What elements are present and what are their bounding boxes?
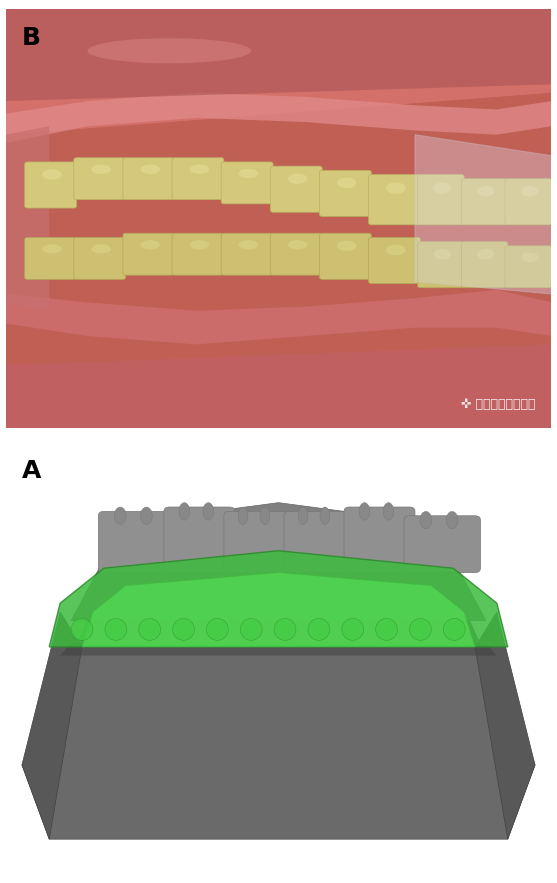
Ellipse shape: [308, 618, 330, 640]
Polygon shape: [82, 572, 475, 647]
Ellipse shape: [477, 186, 495, 197]
FancyBboxPatch shape: [74, 158, 126, 200]
Polygon shape: [6, 352, 551, 428]
FancyBboxPatch shape: [461, 242, 508, 288]
Polygon shape: [6, 290, 551, 344]
Ellipse shape: [238, 507, 248, 525]
Ellipse shape: [521, 186, 538, 197]
Polygon shape: [415, 134, 551, 294]
Ellipse shape: [409, 618, 431, 640]
Ellipse shape: [140, 507, 152, 525]
Ellipse shape: [71, 618, 93, 640]
Ellipse shape: [433, 183, 451, 194]
Ellipse shape: [375, 618, 398, 640]
FancyBboxPatch shape: [404, 516, 481, 572]
Ellipse shape: [42, 245, 62, 253]
FancyBboxPatch shape: [224, 511, 290, 572]
Ellipse shape: [105, 618, 127, 640]
FancyBboxPatch shape: [270, 166, 322, 212]
Polygon shape: [475, 612, 535, 839]
Polygon shape: [22, 621, 535, 839]
Ellipse shape: [521, 253, 538, 262]
Ellipse shape: [87, 38, 251, 64]
Ellipse shape: [140, 240, 160, 250]
Ellipse shape: [179, 502, 190, 520]
Polygon shape: [6, 344, 551, 428]
Polygon shape: [6, 9, 551, 101]
FancyBboxPatch shape: [123, 158, 175, 200]
Ellipse shape: [443, 618, 465, 640]
Ellipse shape: [298, 507, 308, 525]
Ellipse shape: [446, 511, 458, 529]
Ellipse shape: [420, 511, 432, 529]
Ellipse shape: [203, 502, 214, 520]
Ellipse shape: [383, 502, 394, 520]
FancyBboxPatch shape: [344, 507, 415, 572]
Ellipse shape: [386, 183, 405, 194]
Ellipse shape: [189, 164, 209, 174]
Text: A: A: [22, 459, 41, 483]
FancyBboxPatch shape: [284, 511, 349, 572]
Ellipse shape: [320, 507, 330, 525]
Ellipse shape: [238, 240, 258, 250]
Polygon shape: [60, 643, 497, 655]
Ellipse shape: [260, 507, 270, 525]
FancyBboxPatch shape: [369, 238, 421, 283]
FancyBboxPatch shape: [221, 233, 273, 275]
Ellipse shape: [207, 618, 228, 640]
Ellipse shape: [42, 170, 62, 180]
FancyBboxPatch shape: [172, 158, 224, 200]
Ellipse shape: [342, 618, 364, 640]
Ellipse shape: [359, 502, 370, 520]
Polygon shape: [49, 551, 508, 647]
FancyBboxPatch shape: [319, 233, 372, 279]
FancyBboxPatch shape: [461, 178, 508, 225]
FancyBboxPatch shape: [172, 233, 224, 275]
FancyBboxPatch shape: [164, 507, 235, 572]
Ellipse shape: [91, 245, 111, 253]
Ellipse shape: [114, 507, 126, 525]
Ellipse shape: [288, 173, 307, 184]
Ellipse shape: [173, 618, 194, 640]
FancyBboxPatch shape: [123, 233, 175, 275]
FancyBboxPatch shape: [74, 238, 126, 279]
Ellipse shape: [140, 164, 160, 174]
FancyBboxPatch shape: [319, 170, 372, 216]
Ellipse shape: [337, 177, 356, 188]
Ellipse shape: [274, 618, 296, 640]
FancyBboxPatch shape: [6, 9, 551, 428]
FancyBboxPatch shape: [369, 175, 421, 225]
Ellipse shape: [91, 164, 111, 174]
Polygon shape: [6, 9, 551, 134]
Polygon shape: [71, 502, 486, 621]
Ellipse shape: [240, 618, 262, 640]
FancyBboxPatch shape: [99, 511, 175, 572]
Polygon shape: [6, 126, 49, 311]
FancyBboxPatch shape: [25, 238, 76, 279]
FancyBboxPatch shape: [505, 178, 551, 225]
Text: B: B: [22, 26, 41, 49]
FancyBboxPatch shape: [221, 162, 273, 204]
Ellipse shape: [288, 240, 307, 250]
Ellipse shape: [477, 249, 495, 260]
FancyBboxPatch shape: [505, 245, 551, 288]
Text: ✜ 浙一口腔正畸林军: ✜ 浙一口腔正畸林军: [461, 398, 535, 411]
Polygon shape: [6, 93, 551, 143]
Ellipse shape: [189, 240, 209, 250]
FancyBboxPatch shape: [270, 233, 322, 275]
Polygon shape: [22, 612, 82, 839]
Ellipse shape: [386, 245, 405, 255]
FancyBboxPatch shape: [418, 242, 464, 288]
Ellipse shape: [337, 240, 356, 251]
Ellipse shape: [139, 618, 160, 640]
FancyBboxPatch shape: [418, 175, 464, 225]
Ellipse shape: [238, 169, 258, 178]
Ellipse shape: [433, 249, 451, 260]
FancyBboxPatch shape: [25, 162, 76, 208]
